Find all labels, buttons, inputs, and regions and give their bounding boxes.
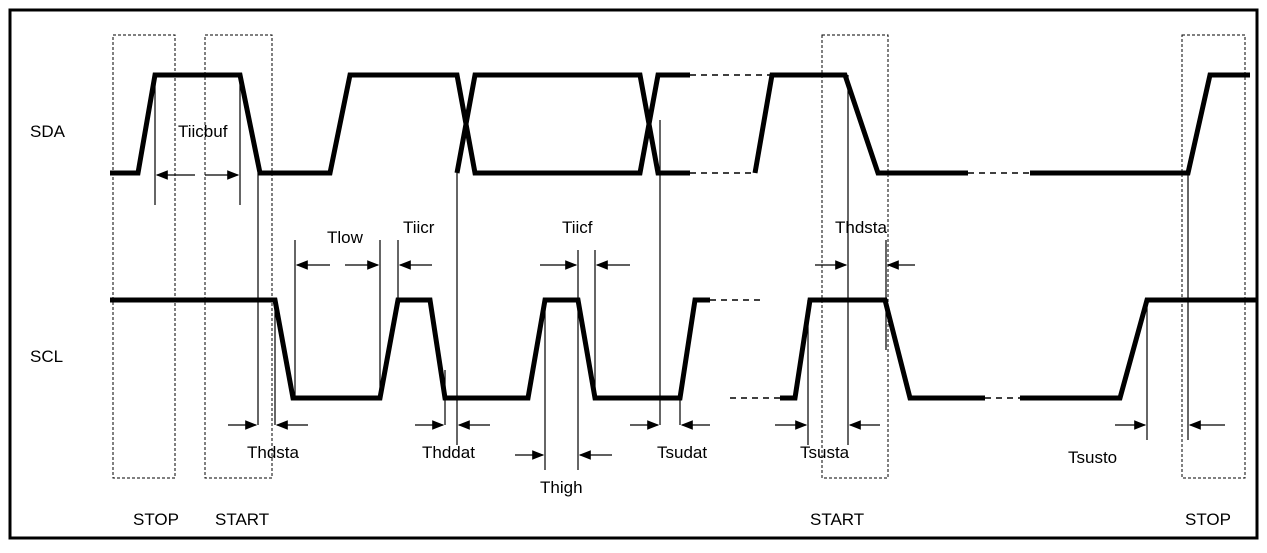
condition-label: START — [810, 510, 864, 529]
timing-markers — [154, 75, 1225, 470]
frame — [8, 8, 1259, 540]
signal-label: SCL — [30, 347, 63, 366]
timing-label: Tlow — [327, 228, 364, 247]
timing-label: Thigh — [540, 478, 583, 497]
condition-label: START — [215, 510, 269, 529]
timing-label: Tiicf — [562, 218, 593, 237]
scl-waveform — [110, 297, 1258, 401]
condition-label: STOP — [1185, 510, 1231, 529]
condition-label: STOP — [133, 510, 179, 529]
labels: SDA SCL Tiicbuf Tlow Tiicr Tiicf Thdsta … — [30, 122, 1231, 529]
timing-label: Tsusta — [800, 443, 850, 462]
timing-label: Thdsta — [835, 218, 888, 237]
timing-label: Thdsta — [247, 443, 300, 462]
signal-label: SDA — [30, 122, 66, 141]
timing-label: Tiicr — [403, 218, 435, 237]
timing-label: Tsudat — [657, 443, 707, 462]
timing-label: Thddat — [422, 443, 475, 462]
sda-waveform — [110, 72, 1250, 176]
condition-boxes — [112, 34, 1246, 479]
timing-label: Tiicbuf — [178, 122, 228, 141]
timing-label: Tsusto — [1068, 448, 1117, 467]
